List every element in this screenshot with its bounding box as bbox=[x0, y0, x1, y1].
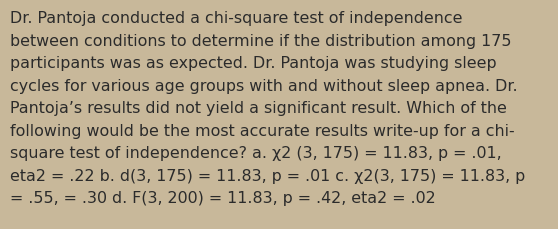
Text: Pantoja’s results did not yield a significant result. Which of the: Pantoja’s results did not yield a signif… bbox=[10, 101, 507, 116]
Text: between conditions to determine if the distribution among 175: between conditions to determine if the d… bbox=[10, 34, 512, 49]
Text: = .55, = .30 d. F(3, 200) = 11.83, p = .42, eta2 = .02: = .55, = .30 d. F(3, 200) = 11.83, p = .… bbox=[10, 191, 436, 205]
Text: following would be the most accurate results write-up for a chi-: following would be the most accurate res… bbox=[10, 123, 514, 138]
Text: cycles for various age groups with and without sleep apnea. Dr.: cycles for various age groups with and w… bbox=[10, 79, 518, 93]
Text: Dr. Pantoja conducted a chi-square test of independence: Dr. Pantoja conducted a chi-square test … bbox=[10, 11, 463, 26]
Text: square test of independence? a. χ2 (3, 175) = 11.83, p = .01,: square test of independence? a. χ2 (3, 1… bbox=[10, 146, 502, 161]
Text: participants was as expected. Dr. Pantoja was studying sleep: participants was as expected. Dr. Pantoj… bbox=[10, 56, 497, 71]
Text: eta2 = .22 b. d(3, 175) = 11.83, p = .01 c. χ2(3, 175) = 11.83, p: eta2 = .22 b. d(3, 175) = 11.83, p = .01… bbox=[10, 168, 525, 183]
